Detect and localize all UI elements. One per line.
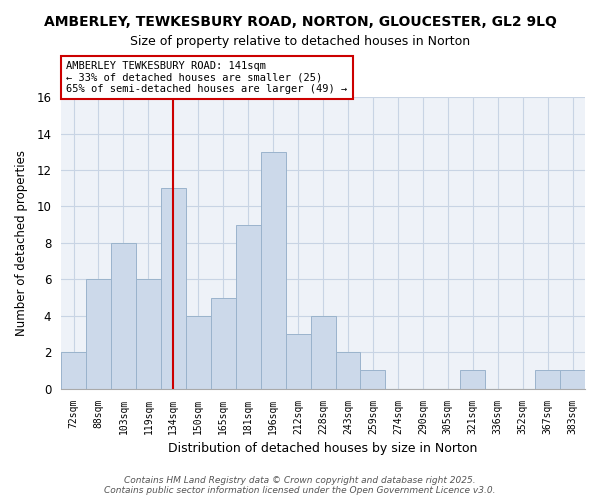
Bar — [186, 316, 211, 388]
Bar — [560, 370, 585, 388]
Bar — [260, 152, 286, 388]
Y-axis label: Number of detached properties: Number of detached properties — [15, 150, 28, 336]
Bar — [361, 370, 385, 388]
Bar — [236, 224, 260, 388]
Bar — [535, 370, 560, 388]
Bar — [211, 298, 236, 388]
Text: AMBERLEY, TEWKESBURY ROAD, NORTON, GLOUCESTER, GL2 9LQ: AMBERLEY, TEWKESBURY ROAD, NORTON, GLOUC… — [44, 15, 556, 29]
Text: Size of property relative to detached houses in Norton: Size of property relative to detached ho… — [130, 35, 470, 48]
X-axis label: Distribution of detached houses by size in Norton: Distribution of detached houses by size … — [169, 442, 478, 455]
Bar — [111, 243, 136, 388]
Bar — [335, 352, 361, 389]
Bar — [286, 334, 311, 388]
Text: Contains HM Land Registry data © Crown copyright and database right 2025.
Contai: Contains HM Land Registry data © Crown c… — [104, 476, 496, 495]
Bar — [311, 316, 335, 388]
Bar — [86, 280, 111, 388]
Bar — [136, 280, 161, 388]
Bar — [460, 370, 485, 388]
Text: AMBERLEY TEWKESBURY ROAD: 141sqm
← 33% of detached houses are smaller (25)
65% o: AMBERLEY TEWKESBURY ROAD: 141sqm ← 33% o… — [66, 61, 347, 94]
Bar — [161, 188, 186, 388]
Bar — [61, 352, 86, 389]
